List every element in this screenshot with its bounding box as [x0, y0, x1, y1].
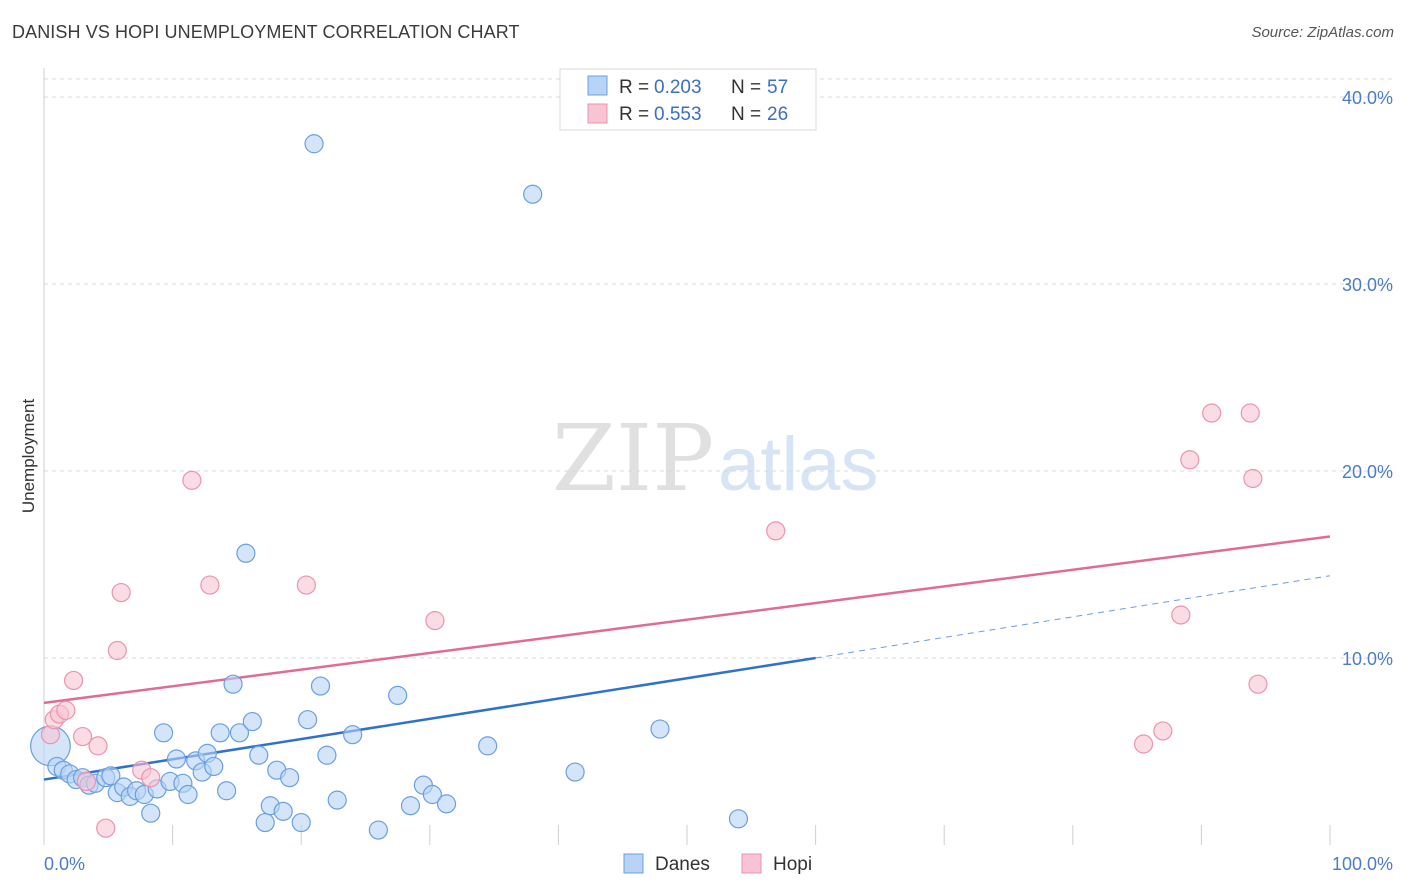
- point-danes-52: [523, 184, 543, 204]
- point-danes-55: [728, 809, 749, 829]
- point-hopi-12: [96, 818, 116, 838]
- legend-bottom: Danes Hopi: [623, 853, 812, 875]
- point-hopi-4: [63, 670, 84, 691]
- point-hopi-9: [111, 582, 131, 603]
- point-hopi-19: [1153, 721, 1173, 741]
- x-tick-label-min: 0.0%: [44, 854, 85, 874]
- point-danes-15: [141, 803, 161, 823]
- point-danes-26: [210, 723, 230, 743]
- point-danes-39: [298, 710, 318, 730]
- legend-hopi-swatch: [587, 103, 608, 124]
- point-hopi-18: [1133, 734, 1154, 754]
- point-danes-38: [291, 812, 311, 833]
- point-hopi-8: [107, 640, 127, 661]
- point-hopi-14: [200, 575, 220, 595]
- point-danes-50: [436, 794, 457, 814]
- data-points: [30, 134, 1268, 840]
- legend-top: R = 0.203 N = 57 R = 0.553 N = 26: [559, 68, 817, 131]
- point-hopi-5: [72, 726, 93, 747]
- legend-bottom-danes-swatch: [623, 853, 644, 874]
- point-danes-30: [236, 543, 256, 563]
- point-danes-28: [223, 674, 243, 694]
- legend-danes-n-label: N =: [731, 77, 761, 98]
- watermark-zip: ZIP: [552, 405, 714, 512]
- point-hopi-11: [141, 768, 161, 788]
- point-danes-37: [280, 768, 300, 788]
- point-hopi-20: [1171, 605, 1191, 625]
- y-tick-label-30: 30.0%: [1342, 275, 1393, 295]
- point-hopi-21: [1180, 450, 1200, 470]
- point-danes-31: [242, 711, 262, 732]
- axes: [43, 68, 1331, 845]
- legend-danes-n-value: 57: [767, 77, 788, 98]
- legend-hopi-r-value: 0.553: [654, 104, 702, 125]
- legend-bottom-hopi-label: Hopi: [773, 854, 812, 875]
- chart-title: DANISH VS HOPI UNEMPLOYMENT CORRELATION …: [12, 22, 520, 42]
- point-hopi-6: [76, 771, 97, 792]
- watermark-atlas: atlas: [718, 422, 879, 507]
- point-hopi-17: [766, 521, 786, 541]
- point-danes-51: [478, 736, 498, 756]
- point-hopi-24: [1243, 468, 1263, 489]
- trend-line-hopi: [43, 535, 1331, 705]
- y-axis-label: Unemployment: [19, 399, 38, 514]
- legend-danes-swatch: [587, 75, 608, 96]
- point-danes-33: [255, 812, 275, 833]
- trend-line-danes: [43, 656, 816, 781]
- legend-bottom-danes-label: Danes: [655, 854, 710, 875]
- point-danes-29: [229, 723, 250, 743]
- x-tick-label-max: 100.0%: [1332, 854, 1393, 874]
- point-danes-25: [204, 756, 224, 777]
- legend-hopi-n-label: N =: [731, 104, 761, 125]
- point-hopi-7: [88, 736, 108, 756]
- y-tick-label-10: 10.0%: [1342, 649, 1393, 669]
- point-hopi-16: [425, 610, 445, 631]
- point-danes-21: [178, 784, 198, 805]
- point-hopi-22: [1202, 403, 1222, 423]
- point-danes-53: [565, 762, 585, 782]
- point-danes-54: [650, 719, 670, 739]
- point-hopi-15: [296, 575, 316, 595]
- point-hopi-25: [1248, 674, 1268, 694]
- legend-hopi-n-value: 26: [767, 104, 788, 125]
- point-danes-45: [368, 820, 388, 840]
- point-danes-27: [217, 781, 237, 801]
- point-danes-42: [317, 745, 337, 765]
- point-danes-41: [310, 676, 331, 696]
- point-hopi-23: [1240, 403, 1260, 423]
- y-tick-label-20: 20.0%: [1342, 462, 1393, 482]
- source-label: Source: ZipAtlas.com: [1251, 24, 1394, 41]
- point-danes-40: [304, 134, 324, 154]
- legend-danes-r-label: R =: [619, 77, 649, 98]
- point-danes-46: [388, 685, 408, 706]
- legend-bottom-hopi-swatch: [741, 853, 762, 874]
- point-hopi-13: [182, 470, 202, 490]
- point-danes-32: [249, 745, 269, 765]
- point-danes-43: [327, 790, 347, 810]
- legend-danes-r-value: 0.203: [654, 77, 702, 98]
- point-danes-47: [400, 796, 421, 816]
- trend-line-danes-extension: [815, 575, 1331, 659]
- point-danes-36: [273, 801, 293, 821]
- legend-hopi-r-label: R =: [619, 104, 649, 125]
- grid-lines: 10.0% 20.0% 30.0% 40.0%: [44, 78, 1393, 669]
- point-danes-17: [153, 723, 174, 743]
- point-danes-19: [166, 749, 187, 769]
- point-danes-44: [343, 725, 363, 745]
- point-danes-49: [422, 784, 442, 805]
- point-danes-9: [101, 766, 121, 786]
- y-tick-label-40: 40.0%: [1342, 88, 1393, 108]
- point-hopi-3: [56, 700, 76, 720]
